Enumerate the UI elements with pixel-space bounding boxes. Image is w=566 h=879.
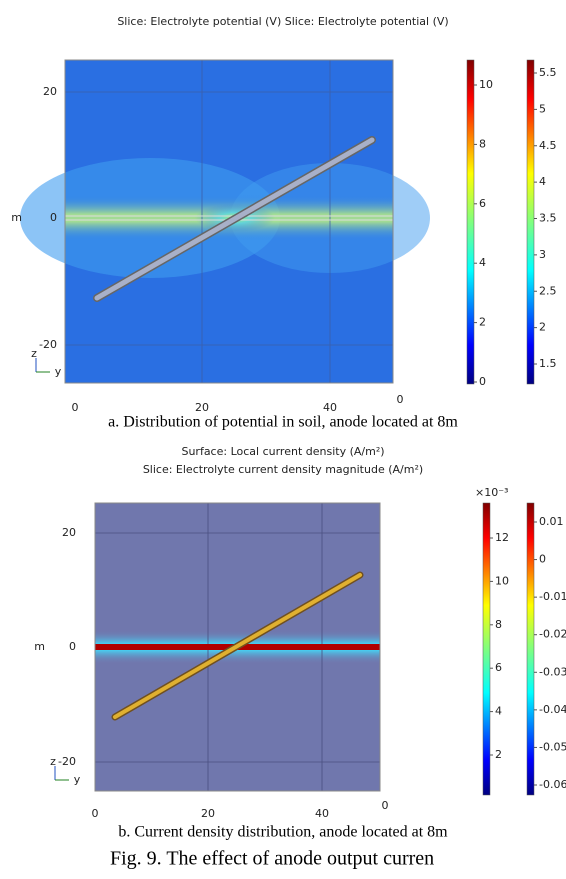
panel-title: Surface: Local current density (A/m²)	[181, 445, 384, 458]
colorbar-tick-label: 4	[495, 705, 502, 718]
figure-caption: Fig. 9. The effect of anode output curre…	[110, 848, 434, 870]
colorbar-tick-label: 5.5	[539, 66, 557, 79]
colorbar-exponent: ×10⁻³	[475, 486, 508, 499]
y-tick-label: -20	[39, 338, 57, 351]
colorbar-tick-label: 0	[479, 375, 486, 388]
colorbar-tick-label: -0.05	[539, 740, 566, 753]
axis-unit: m	[11, 211, 22, 224]
colorbar-tick-label: 10	[479, 78, 493, 91]
caption: b. Current density distribution, anode l…	[118, 824, 448, 841]
colorbar-tick-label: 6	[479, 197, 486, 210]
y-tick-label: -20	[58, 755, 76, 768]
colorbar-tick-label: 4.5	[539, 139, 557, 152]
plot-frame	[64, 59, 394, 384]
colorbar-tick-label: -0.02	[539, 628, 566, 641]
colorbar-tick-label: -0.04	[539, 703, 566, 716]
colorbar-tick-label: 2.5	[539, 284, 557, 297]
y-tick-label: 0	[50, 211, 57, 224]
triad-label: y	[74, 773, 81, 786]
colorbar-tick-label: 2	[495, 748, 502, 761]
colorbar-tick-label: 8	[479, 137, 486, 150]
x-tick-label: 20	[201, 807, 215, 820]
colorbar	[466, 59, 475, 385]
colorbar-tick-label: -0.06	[539, 778, 566, 791]
triad-label: z	[50, 755, 56, 768]
colorbar-tick-label: 2	[539, 321, 546, 334]
x-tick-label: 40	[315, 807, 329, 820]
colorbar-tick-label: 2	[479, 316, 486, 329]
triad-label: z	[31, 347, 37, 360]
axis-unit: m	[34, 640, 45, 653]
x-tick-label: 0	[397, 393, 404, 406]
anode	[113, 573, 362, 719]
colorbar-tick-label: 4	[479, 256, 486, 269]
caption: a. Distribution of potential in soil, an…	[108, 414, 458, 431]
x-tick-label: 40	[323, 401, 337, 414]
plot-frame	[94, 502, 381, 792]
y-tick-label: 20	[62, 526, 76, 539]
colorbar	[526, 59, 535, 385]
panel-title: Slice: Electrolyte current density magni…	[143, 463, 423, 476]
colorbar-tick-label: 5	[539, 102, 546, 115]
grid	[65, 60, 393, 383]
colorbar-tick-label: 0.01	[539, 515, 564, 528]
triad-label: y	[55, 365, 62, 378]
colorbar-tick-label: 12	[495, 531, 509, 544]
x-tick-label: 0	[72, 401, 79, 414]
colorbar	[526, 502, 535, 796]
colorbar-tick-label: 6	[495, 661, 502, 674]
colorbar-tick-label: 10	[495, 574, 509, 587]
colorbar-tick-label: 3	[539, 248, 546, 261]
colorbar-tick-label: 0	[539, 553, 546, 566]
x-tick-label: 0	[382, 799, 389, 812]
anode	[94, 137, 375, 301]
colorbar-tick-label: -0.01	[539, 590, 566, 603]
panel-title: Slice: Electrolyte potential (V) Slice: …	[117, 15, 448, 28]
x-tick-label: 0	[92, 807, 99, 820]
colorbar-tick-label: 4	[539, 175, 546, 188]
colorbar-tick-label: 1.5	[539, 357, 557, 370]
y-tick-label: 20	[43, 85, 57, 98]
colorbar-tick-label: 8	[495, 618, 502, 631]
colorbar	[482, 502, 491, 796]
y-tick-label: 0	[69, 640, 76, 653]
x-tick-label: 20	[195, 401, 209, 414]
colorbar-tick-label: 3.5	[539, 212, 557, 225]
colorbar-tick-label: -0.03	[539, 665, 566, 678]
